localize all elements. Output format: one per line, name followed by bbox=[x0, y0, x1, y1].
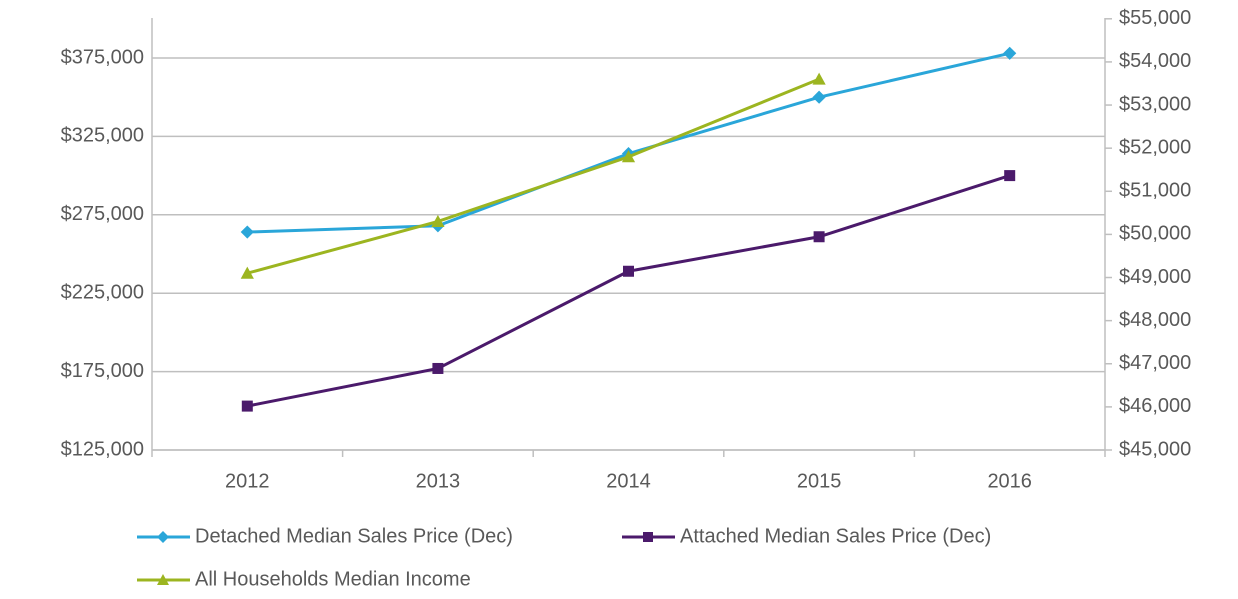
x-tick-label: 2014 bbox=[606, 470, 651, 492]
marker bbox=[157, 574, 169, 585]
marker bbox=[623, 265, 634, 277]
marker bbox=[812, 90, 826, 104]
marker bbox=[1003, 46, 1017, 60]
marker bbox=[1004, 170, 1016, 182]
x-tick-label: 2015 bbox=[797, 470, 842, 492]
y2-tick-label: $45,000 bbox=[1119, 438, 1191, 460]
marker bbox=[812, 72, 826, 85]
y2-tick-label: $48,000 bbox=[1119, 309, 1191, 331]
y2-tick-label: $46,000 bbox=[1119, 395, 1191, 417]
marker bbox=[643, 532, 653, 542]
x-tick-label: 2012 bbox=[225, 470, 270, 492]
y2-tick-label: $49,000 bbox=[1119, 266, 1191, 288]
marker bbox=[240, 266, 254, 279]
y2-tick-label: $47,000 bbox=[1119, 352, 1191, 374]
y2-tick-label: $54,000 bbox=[1119, 50, 1191, 72]
marker bbox=[431, 214, 445, 227]
marker bbox=[240, 225, 254, 239]
y2-tick-label: $52,000 bbox=[1119, 136, 1191, 158]
y-tick-label: $175,000 bbox=[61, 360, 144, 382]
y-tick-label: $225,000 bbox=[61, 281, 144, 303]
y-tick-label: $125,000 bbox=[61, 438, 144, 460]
x-tick-label: 2016 bbox=[987, 470, 1032, 492]
legend-label: Detached Median Sales Price (Dec) bbox=[195, 525, 513, 547]
marker bbox=[813, 231, 825, 243]
y-tick-label: $375,000 bbox=[61, 46, 144, 68]
x-tick-label: 2013 bbox=[416, 470, 461, 492]
marker bbox=[157, 531, 169, 543]
y2-tick-label: $53,000 bbox=[1119, 93, 1191, 115]
y2-tick-label: $55,000 bbox=[1119, 7, 1191, 29]
y-tick-label: $275,000 bbox=[61, 203, 144, 225]
marker bbox=[241, 400, 253, 412]
marker bbox=[621, 150, 636, 163]
y2-tick-label: $50,000 bbox=[1119, 223, 1191, 245]
series-line bbox=[246, 77, 820, 275]
y-tick-label: $325,000 bbox=[61, 125, 144, 147]
legend-label: Attached Median Sales Price (Dec) bbox=[680, 525, 991, 547]
y2-tick-label: $51,000 bbox=[1119, 180, 1191, 202]
series-line bbox=[247, 51, 1011, 234]
marker bbox=[432, 362, 444, 374]
legend-label: All Households Median Income bbox=[195, 568, 471, 590]
